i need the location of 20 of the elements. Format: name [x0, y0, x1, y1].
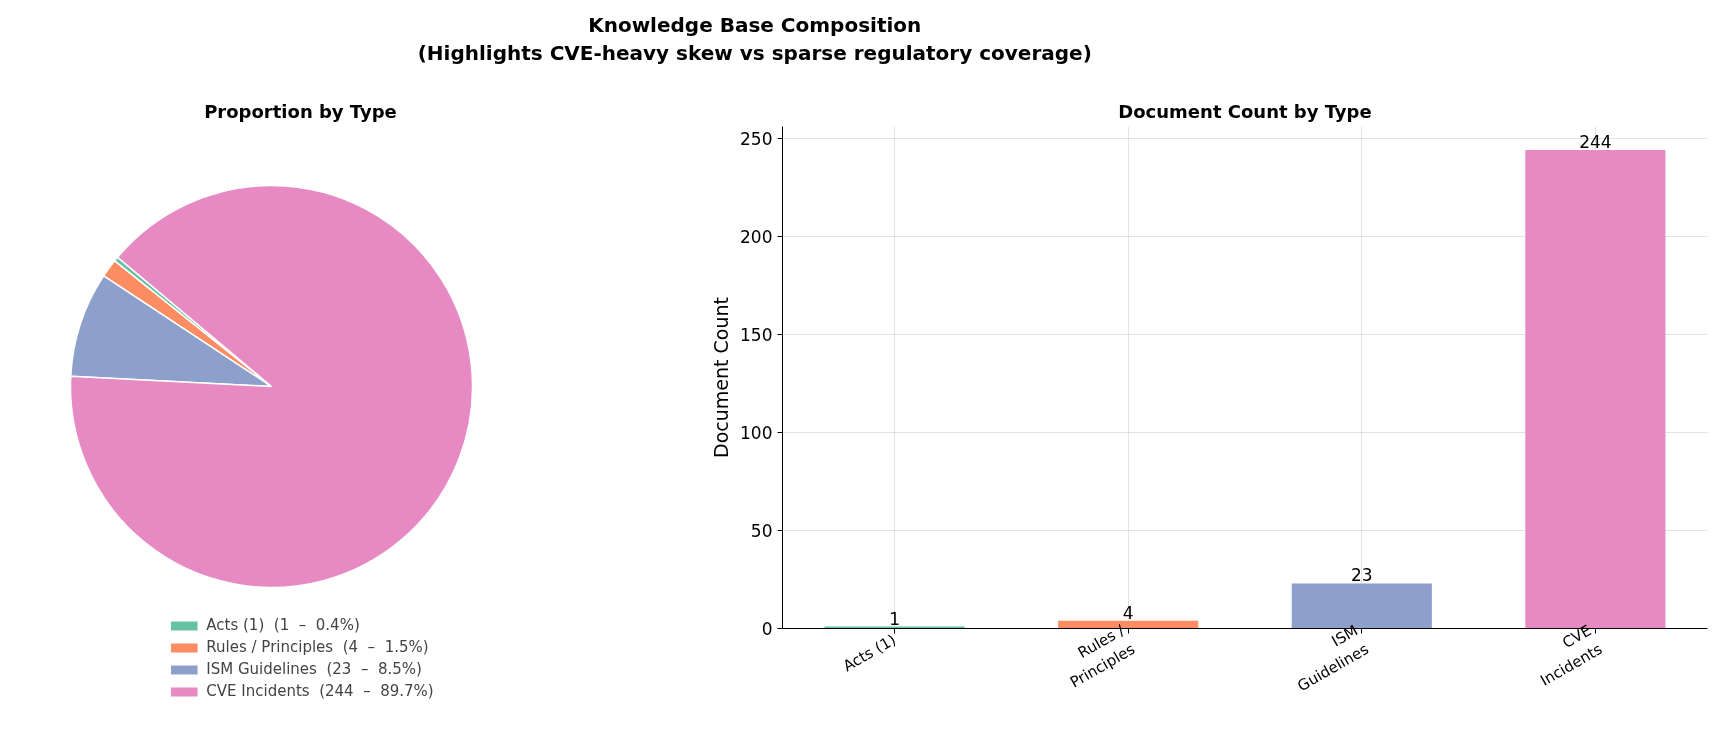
legend-label: Rules / Principles (4 – 1.5%) — [206, 638, 429, 656]
x-tick-label: Acts (1) — [839, 630, 900, 676]
text: (Highlights CVE-heavy skew vs sparse regulatory coverage) — [417, 41, 1092, 66]
legend-label: ISM Guidelines (23 – 8.5%) — [206, 660, 422, 678]
legend-label: CVE Incidents (244 – 89.7%) — [206, 682, 434, 700]
data-label: 1 — [889, 608, 901, 629]
y-tick-label: 100 — [740, 422, 773, 443]
legend-label: Acts (1) (1 – 0.4%) — [206, 616, 360, 634]
chart-title: Proportion by Type — [204, 100, 397, 122]
y-axis-title: Document Count — [710, 297, 733, 458]
y-tick-label: 0 — [761, 619, 773, 639]
data-label: 4 — [1122, 602, 1134, 623]
data-label: 244 — [1579, 132, 1612, 153]
y-tick-label: 50 — [750, 520, 773, 541]
text: Knowledge Base Composition — [588, 13, 922, 38]
y-tick-label: 200 — [740, 226, 773, 247]
chart-title: Document Count by Type — [1118, 100, 1372, 122]
y-tick-label: 150 — [740, 324, 773, 345]
data-label: 23 — [1350, 565, 1373, 586]
y-tick-label: 250 — [740, 128, 773, 149]
